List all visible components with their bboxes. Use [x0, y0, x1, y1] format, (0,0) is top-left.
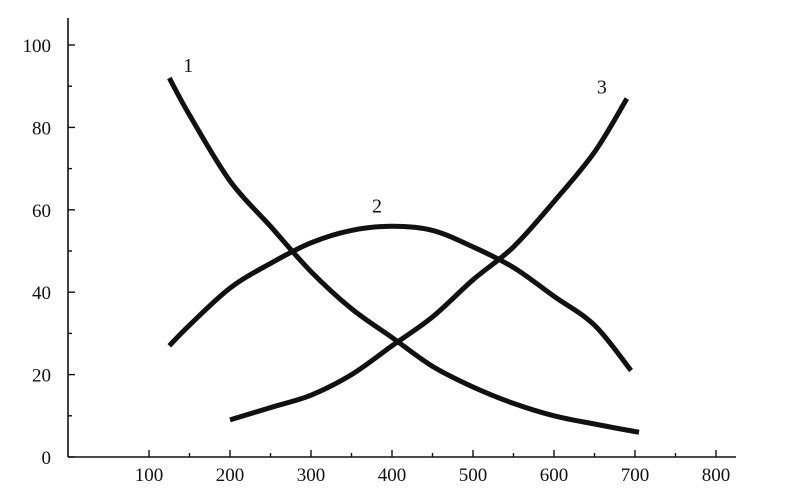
- x-tick-label: 800: [702, 465, 731, 486]
- series-label-layer: 1 2 3: [183, 55, 607, 217]
- x-tick-label: 500: [459, 465, 488, 486]
- x-tick-label: 100: [135, 465, 164, 486]
- y-tick-label: 100: [23, 36, 52, 57]
- series-line-3: [229, 97, 630, 423]
- series-line-1: [167, 76, 640, 435]
- series-label-3: 3: [597, 77, 607, 99]
- y-tick-label: 40: [32, 283, 51, 304]
- x-tick-label: 300: [297, 465, 326, 486]
- series-label-2: 2: [372, 195, 382, 217]
- x-tick-label: 600: [540, 465, 569, 486]
- x-tick-label: 400: [378, 465, 407, 486]
- x-tick-label: 700: [621, 465, 650, 486]
- series-label-1: 1: [183, 55, 193, 77]
- axes: 100 200 300 400 500 600 700 800 0 20 40 60 80 100: [23, 18, 736, 486]
- series-layer: [167, 76, 640, 435]
- y-tick-label: 60: [32, 201, 51, 222]
- y-tick-label: 0: [42, 448, 52, 469]
- y-tick-label: 20: [32, 366, 51, 387]
- x-tick-label: 200: [216, 465, 245, 486]
- series-line-2: [167, 223, 633, 373]
- y-tick-label: 80: [32, 118, 51, 139]
